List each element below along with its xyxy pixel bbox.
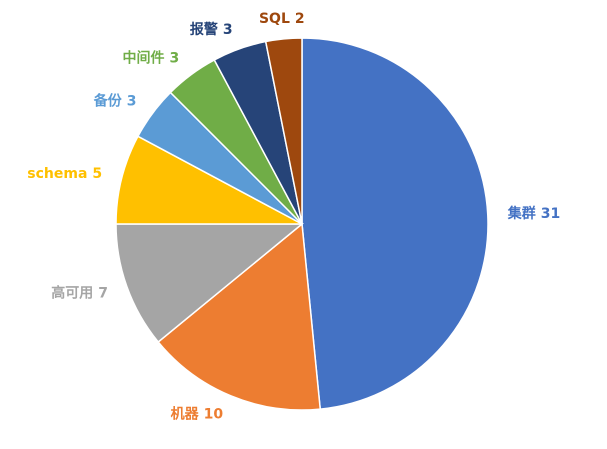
label-category: 高可用 [51,284,93,301]
label-value: 7 [98,285,108,301]
pie-slice [301,37,489,410]
label-value: 3 [127,93,137,109]
label-value: 3 [223,22,233,38]
data-label: 机器 10 [171,405,224,422]
data-label: schema 5 [27,166,102,182]
label-category: SQL [259,11,290,27]
label-category: 备份 [93,92,123,109]
label-category: 报警 [190,21,218,38]
label-value: 3 [170,51,180,67]
label-category: schema [27,166,87,182]
data-label: 中间件 3 [123,50,180,67]
label-category: 集群 [507,205,536,222]
label-value: 5 [92,166,102,182]
label-value: 10 [204,406,224,422]
label-category: 中间件 [123,50,165,67]
data-label: 备份 3 [93,92,137,109]
label-category: 机器 [171,405,200,422]
pie-slice [264,37,303,225]
data-label: SQL 2 [259,11,305,27]
data-label: 报警 3 [190,21,233,38]
pie-slice [115,223,305,344]
data-label: 集群 31 [507,205,560,222]
pie-slice [115,135,303,225]
pie-slice [157,222,322,411]
label-value: 31 [541,206,560,222]
label-value: 2 [295,11,305,27]
data-label: 高可用 7 [51,284,108,301]
